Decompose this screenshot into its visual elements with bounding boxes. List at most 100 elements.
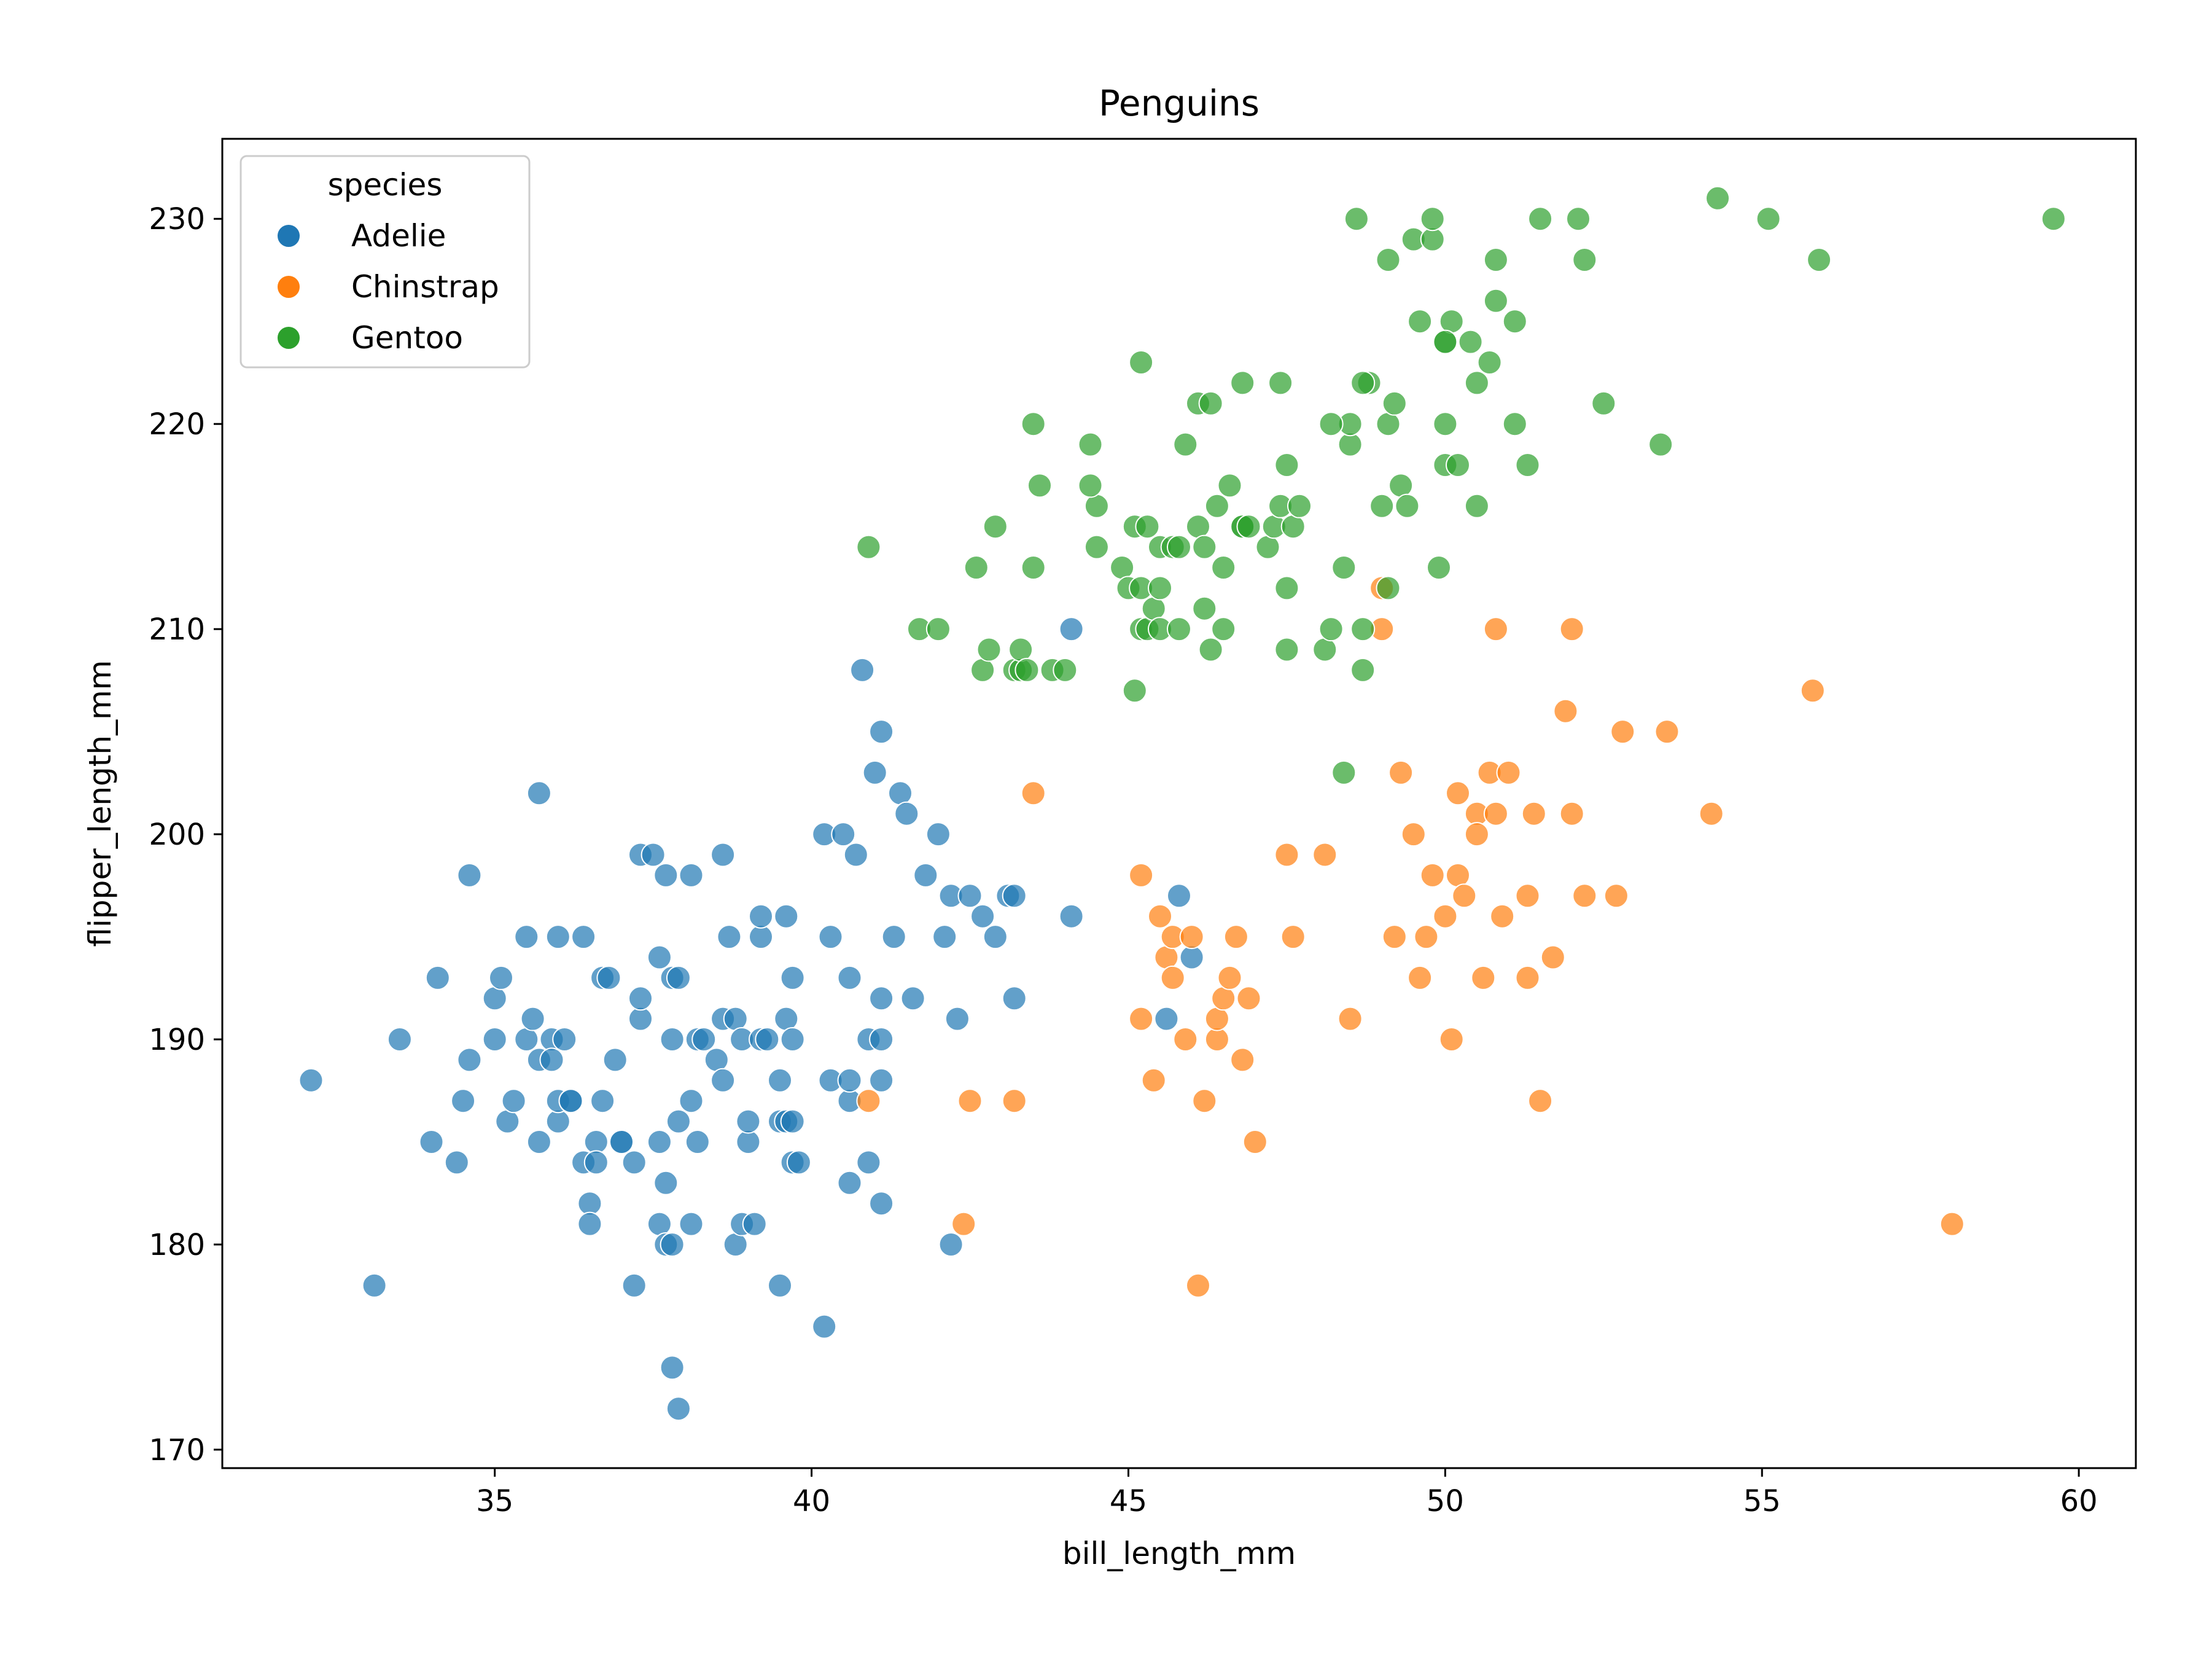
data-point-adelie [577, 1191, 602, 1216]
data-point-chinstrap [957, 1088, 983, 1114]
data-point-adelie [628, 986, 653, 1011]
data-point-gentoo [1338, 432, 1363, 457]
data-point-adelie [596, 965, 621, 990]
data-point-gentoo [1376, 248, 1401, 272]
data-point-chinstrap [1496, 760, 1521, 785]
data-point-gentoo [1350, 657, 1376, 682]
data-point-adelie [444, 1150, 469, 1175]
data-point-chinstrap [1312, 842, 1338, 867]
data-point-chinstrap [1483, 617, 1508, 642]
legend-label-gentoo: Gentoo [351, 320, 463, 356]
y-tick-label: 230 [149, 202, 205, 236]
x-axis: 35 40 45 50 55 60 [476, 1468, 2098, 1518]
data-point-chinstrap [1274, 842, 1299, 867]
data-point-gentoo [1807, 248, 1832, 272]
data-point-adelie [837, 1068, 862, 1093]
data-point-chinstrap [1129, 862, 1154, 888]
data-point-adelie [514, 1027, 539, 1052]
data-point-chinstrap [1401, 822, 1426, 847]
data-point-adelie [495, 1109, 520, 1134]
data-point-adelie [685, 1130, 710, 1154]
data-point-gentoo [1369, 493, 1395, 518]
data-point-adelie [983, 924, 1008, 950]
data-point-gentoo [1198, 391, 1223, 416]
data-point-gentoo [1084, 493, 1109, 518]
data-point-adelie [812, 1314, 837, 1339]
data-point-gentoo [1021, 555, 1046, 580]
data-point-adelie [1059, 904, 1084, 929]
legend-marker-gentoo [276, 326, 301, 350]
legend-box [240, 155, 531, 369]
data-point-gentoo [1388, 473, 1414, 498]
data-point-adelie [647, 1130, 672, 1154]
data-point-chinstrap [1021, 781, 1046, 806]
y-tick-label: 170 [149, 1433, 205, 1467]
data-point-gentoo [1408, 309, 1433, 334]
data-point-chinstrap [1129, 1006, 1154, 1031]
data-point-gentoo [1274, 453, 1299, 477]
data-point-chinstrap [1217, 965, 1242, 990]
data-point-gentoo [1167, 534, 1191, 560]
x-axis-label: bill_length_mm [1062, 1536, 1296, 1571]
data-point-gentoo [1464, 493, 1489, 518]
data-point-gentoo [983, 514, 1008, 539]
data-point-adelie [780, 1109, 805, 1134]
data-point-gentoo [1458, 329, 1483, 354]
data-point-gentoo [1350, 617, 1376, 642]
data-point-chinstrap [1173, 1027, 1198, 1052]
data-point-adelie [843, 842, 868, 867]
data-point-adelie [545, 924, 571, 950]
data-point-adelie [552, 1027, 577, 1052]
data-point-adelie [888, 781, 913, 806]
data-point-gentoo [1331, 760, 1357, 785]
data-point-chinstrap [1572, 883, 1597, 909]
data-point-gentoo [1420, 206, 1445, 232]
data-point-adelie [894, 801, 919, 826]
data-point-gentoo [1268, 370, 1293, 396]
data-point-chinstrap [1528, 1088, 1553, 1114]
data-point-gentoo [1167, 617, 1191, 642]
legend-label-chinstrap: Chinstrap [351, 269, 499, 305]
data-point-chinstrap [1388, 760, 1414, 785]
data-point-gentoo [1433, 329, 1458, 354]
data-point-adelie [1002, 986, 1027, 1011]
data-point-gentoo [1027, 473, 1052, 498]
data-point-adelie [736, 1109, 761, 1134]
data-point-gentoo [1230, 370, 1255, 396]
data-point-adelie [451, 1088, 476, 1114]
data-point-adelie [571, 924, 596, 950]
data-point-adelie [602, 1047, 628, 1073]
data-point-gentoo [1344, 206, 1369, 232]
data-point-adelie [711, 1068, 736, 1093]
data-point-chinstrap [1939, 1211, 1965, 1237]
data-point-chinstrap [1553, 698, 1578, 724]
data-point-adelie [545, 1109, 571, 1134]
data-point-adelie [1154, 1006, 1179, 1031]
data-point-adelie [666, 1396, 691, 1421]
data-point-adelie [609, 1130, 634, 1154]
data-point-adelie [666, 1109, 691, 1134]
data-point-adelie [647, 945, 672, 970]
data-point-adelie [755, 1027, 780, 1052]
data-point-chinstrap [1408, 965, 1433, 990]
data-point-chinstrap [1382, 924, 1407, 950]
data-point-gentoo [1122, 678, 1147, 703]
data-point-adelie [723, 1006, 748, 1031]
data-point-gentoo [1014, 657, 1040, 682]
data-point-adelie [679, 1088, 704, 1114]
data-point-chinstrap [1559, 617, 1584, 642]
data-point-chinstrap [1515, 883, 1540, 909]
legend-marker-chinstrap [276, 275, 301, 299]
data-point-gentoo [1591, 391, 1616, 416]
data-point-gentoo [1502, 309, 1527, 334]
data-point-chinstrap [1490, 904, 1515, 929]
data-point-gentoo [1376, 576, 1401, 601]
data-point-adelie [900, 986, 925, 1011]
data-point-gentoo [1053, 657, 1078, 682]
data-point-adelie [387, 1027, 412, 1052]
data-point-gentoo [1433, 412, 1458, 437]
data-point-gentoo [1084, 534, 1109, 560]
data-point-adelie [660, 1027, 685, 1052]
data-point-adelie [970, 904, 995, 929]
